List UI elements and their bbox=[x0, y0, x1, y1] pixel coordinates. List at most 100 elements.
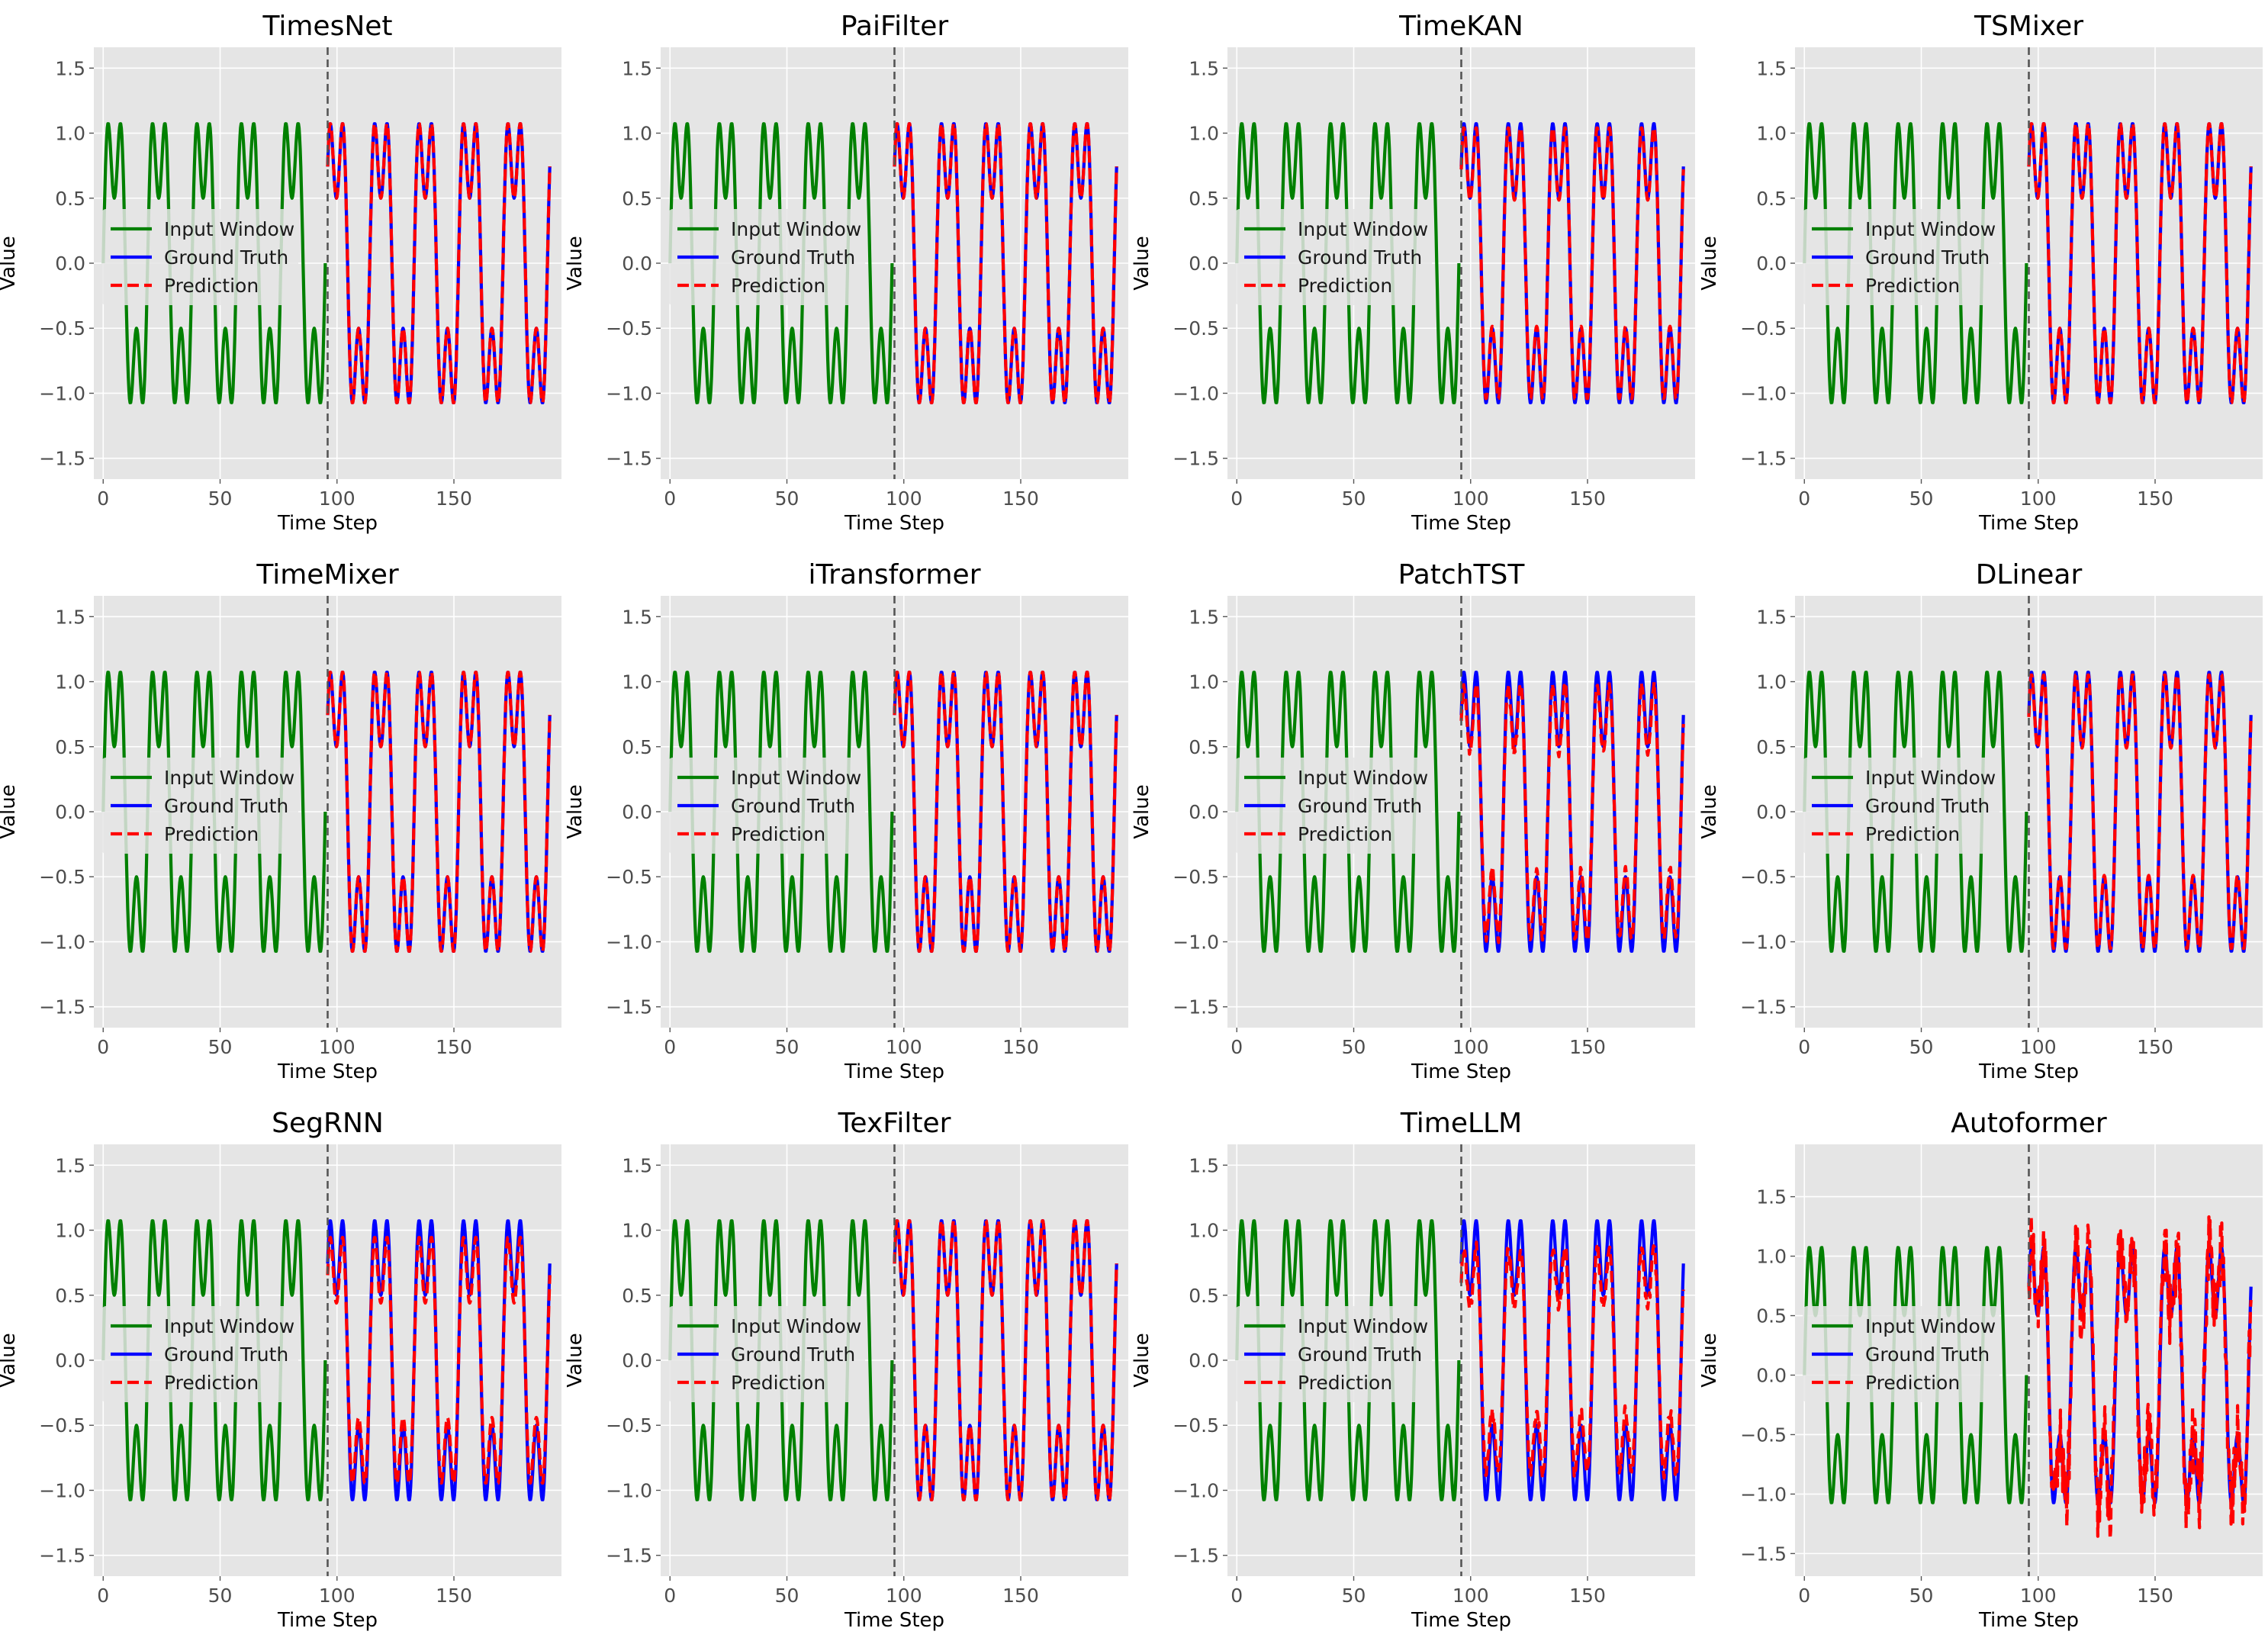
y-tick-label: −1.5 bbox=[1173, 448, 1219, 470]
prediction-line bbox=[1459, 1240, 1685, 1480]
legend: Input Window Ground Truth Prediction bbox=[1235, 1306, 1432, 1402]
y-axis-label: Value bbox=[1131, 784, 1153, 838]
y-tick-label: −1.0 bbox=[1173, 1479, 1219, 1501]
y-tick-label: 1.0 bbox=[55, 1220, 85, 1242]
subplot-title: SegRNN bbox=[272, 1108, 384, 1139]
x-tick-label: 0 bbox=[97, 1585, 109, 1607]
y-tick-label: 1.0 bbox=[1189, 123, 1219, 145]
prediction-line bbox=[326, 1235, 552, 1485]
x-tick-label: 50 bbox=[208, 487, 233, 510]
legend-label: Input Window bbox=[1865, 1315, 1996, 1337]
legend-label: Input Window bbox=[164, 1315, 294, 1337]
subplot-title: iTransformer bbox=[808, 559, 980, 590]
y-tick-label: 0.0 bbox=[1756, 1364, 1787, 1386]
y-tick-label: 0.5 bbox=[55, 188, 85, 210]
legend-box bbox=[101, 209, 298, 305]
legend-box bbox=[668, 209, 865, 305]
prediction-line bbox=[326, 671, 552, 953]
x-axis-label: Time Step bbox=[844, 1060, 944, 1083]
x-axis-label: Time Step bbox=[1411, 512, 1511, 535]
y-tick-label: 0.0 bbox=[1756, 253, 1787, 275]
prediction-line bbox=[2027, 1215, 2253, 1541]
prediction-line bbox=[2027, 122, 2253, 404]
legend: Input Window Ground Truth Prediction bbox=[101, 758, 298, 854]
y-tick-label: 1.0 bbox=[1756, 671, 1787, 693]
x-axis-label: Time Step bbox=[277, 512, 378, 535]
y-tick-label: 1.5 bbox=[55, 606, 85, 628]
y-tick-label: −1.5 bbox=[1740, 448, 1787, 470]
legend-box bbox=[668, 1306, 865, 1402]
x-tick-label: 0 bbox=[1798, 1585, 1810, 1607]
y-tick-label: −1.5 bbox=[39, 448, 85, 470]
subplot-paifilter: 1.5 1.0 0.5 0.0 −0.5 −1.0 −1.5 0 50 100 150 PaiFilt… bbox=[564, 11, 1128, 535]
subplot-itransformer: 1.5 1.0 0.5 0.0 −0.5 −1.0 −1.5 0 50 100 150 iTransf… bbox=[564, 559, 1128, 1083]
y-tick-label: 0.0 bbox=[622, 1350, 652, 1372]
legend-label: Ground Truth bbox=[164, 1343, 288, 1366]
x-tick-label: 50 bbox=[1342, 1036, 1366, 1058]
legend-label: Ground Truth bbox=[164, 246, 288, 269]
x-tick-label: 0 bbox=[1231, 1036, 1243, 1058]
legend-label: Input Window bbox=[1298, 218, 1428, 240]
x-axis-label: Time Step bbox=[277, 1609, 378, 1632]
y-tick-label: −1.0 bbox=[606, 1479, 652, 1501]
y-tick-label: −1.0 bbox=[606, 931, 652, 953]
x-axis-label: Time Step bbox=[1978, 1609, 2079, 1632]
y-tick-label: −1.0 bbox=[39, 1479, 85, 1501]
legend-box bbox=[1803, 758, 1999, 854]
x-tick-label: 50 bbox=[775, 1036, 799, 1058]
subplot-dlinear: 1.5 1.0 0.5 0.0 −0.5 −1.0 −1.5 0 50 100 150 DLinear… bbox=[1698, 559, 2263, 1083]
y-tick-label: 1.5 bbox=[622, 606, 652, 628]
y-tick-label: 0.5 bbox=[55, 736, 85, 758]
subplot-timekan: 1.5 1.0 0.5 0.0 −0.5 −1.0 −1.5 0 50 100 150 TimeKAN… bbox=[1131, 11, 1695, 535]
x-tick-label: 150 bbox=[1569, 487, 1606, 510]
y-tick-label: 1.0 bbox=[1189, 1220, 1219, 1242]
x-tick-label: 150 bbox=[436, 1585, 472, 1607]
y-axis-label: Value bbox=[564, 236, 587, 290]
y-tick-label: 1.5 bbox=[1756, 1186, 1787, 1208]
prediction-line bbox=[893, 1219, 1118, 1501]
subplot-title: TSMixer bbox=[1974, 11, 2083, 42]
y-axis-label: Value bbox=[1131, 1333, 1153, 1387]
x-tick-label: 100 bbox=[1452, 1036, 1489, 1058]
y-tick-label: −1.0 bbox=[1173, 931, 1219, 953]
x-tick-label: 150 bbox=[1002, 487, 1039, 510]
x-tick-label: 50 bbox=[1909, 487, 1934, 510]
legend: Input Window Ground Truth Prediction bbox=[1235, 758, 1432, 854]
y-tick-label: −0.5 bbox=[606, 866, 652, 888]
legend-label: Input Window bbox=[1298, 767, 1428, 789]
legend-label: Ground Truth bbox=[1298, 795, 1422, 817]
y-tick-label: 1.0 bbox=[1189, 671, 1219, 693]
legend-label: Input Window bbox=[1865, 767, 1996, 789]
prediction-line bbox=[893, 671, 1118, 953]
legend-label: Ground Truth bbox=[731, 795, 855, 817]
legend: Input Window Ground Truth Prediction bbox=[668, 1306, 865, 1402]
legend-label: Prediction bbox=[731, 275, 825, 297]
y-axis-label: Value bbox=[1698, 784, 1721, 838]
legend-label: Ground Truth bbox=[1298, 1343, 1422, 1366]
legend-label: Ground Truth bbox=[731, 246, 855, 269]
y-tick-label: 1.0 bbox=[55, 123, 85, 145]
y-axis-label: Value bbox=[1698, 236, 1721, 290]
legend: Input Window Ground Truth Prediction bbox=[1803, 209, 1999, 305]
x-tick-label: 150 bbox=[1002, 1036, 1039, 1058]
legend-label: Prediction bbox=[164, 1372, 259, 1394]
legend-box bbox=[668, 758, 865, 854]
x-tick-label: 100 bbox=[886, 1585, 922, 1607]
x-tick-label: 150 bbox=[2137, 487, 2173, 510]
x-tick-label: 50 bbox=[775, 487, 799, 510]
legend: Input Window Ground Truth Prediction bbox=[101, 209, 298, 305]
legend-label: Input Window bbox=[164, 218, 294, 240]
subplot-tsmixer: 1.5 1.0 0.5 0.0 −0.5 −1.0 −1.5 0 50 100 150 TSMixer… bbox=[1698, 11, 2263, 535]
x-tick-label: 0 bbox=[664, 1036, 676, 1058]
legend: Input Window Ground Truth Prediction bbox=[1803, 1306, 1999, 1402]
y-tick-label: 1.5 bbox=[1756, 606, 1787, 628]
y-tick-label: 0.0 bbox=[622, 801, 652, 823]
x-tick-label: 0 bbox=[664, 487, 676, 510]
y-tick-label: 0.0 bbox=[1756, 801, 1787, 823]
x-tick-label: 150 bbox=[436, 487, 472, 510]
legend-label: Ground Truth bbox=[1865, 246, 1990, 269]
y-tick-label: −0.5 bbox=[606, 1414, 652, 1437]
y-axis-label: Value bbox=[564, 1333, 587, 1387]
legend: Input Window Ground Truth Prediction bbox=[668, 758, 865, 854]
y-tick-label: 0.0 bbox=[622, 253, 652, 275]
